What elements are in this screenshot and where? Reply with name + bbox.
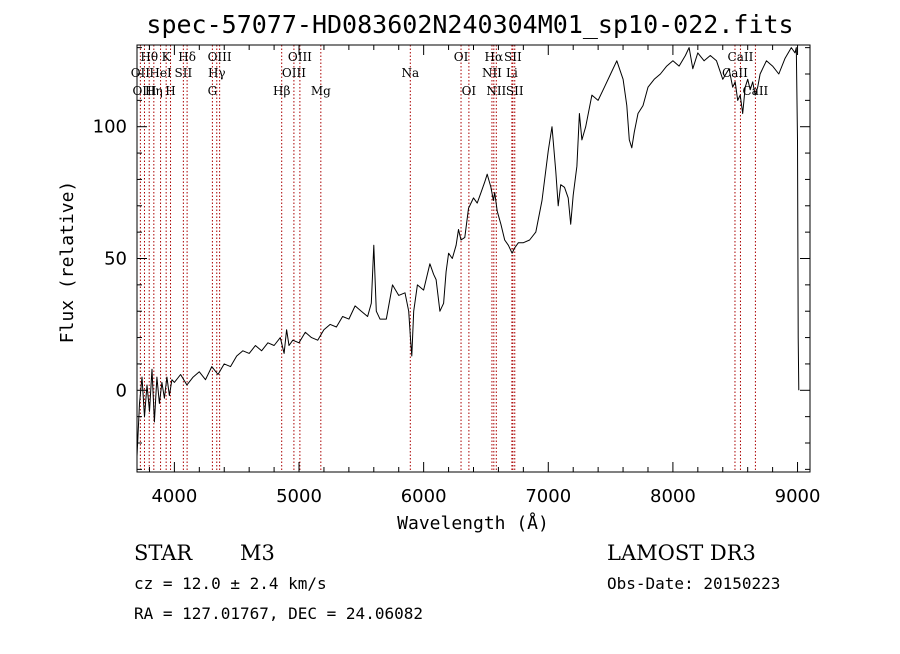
line-marker-label: Hη [145,84,163,98]
line-markers [139,45,756,472]
line-marker-label: OI [462,84,477,98]
line-marker-label: K [162,50,172,64]
x-tick-label: 6000 [401,486,447,507]
sky-coordinates: RA = 127.01767, DEC = 24.06082 [134,604,423,623]
line-marker-label: OIII [282,66,306,80]
y-tick-label: 50 [104,249,127,270]
line-marker-label: Hδ [178,50,196,64]
x-tick-label: 5000 [276,486,322,507]
line-marker-label: Hγ [208,66,226,80]
line-marker-label: HeI [149,66,172,80]
line-marker-label: H [165,84,175,98]
line-marker-label: G [208,84,218,98]
plot-title: spec-57077-HD083602N240304M01_sp10-022.f… [146,10,793,39]
redshift-value: cz = 12.0 ± 2.4 km/s [134,574,327,593]
object-subclass: M3 [240,541,275,565]
line-marker-label: OIII [132,84,156,98]
line-marker-label: Hθ [140,50,158,64]
line-marker-label: OI [454,50,469,64]
line-marker-label: Hβ [273,84,290,98]
line-marker-label: NII [482,66,502,80]
line-marker-label: OII [131,66,151,80]
x-axis-label: Wavelength (Å) [397,512,549,534]
line-marker-label: Li [506,66,518,80]
x-tick-label: 4000 [151,486,197,507]
line-marker-label: OIII [288,50,312,64]
line-marker-label: SII [504,50,522,64]
line-marker-label: SII [506,84,524,98]
x-tick-label: 9000 [775,486,821,507]
y-tick-label: 0 [116,380,127,401]
line-marker-label: CaII [728,50,754,64]
line-marker-label: Na [401,66,419,80]
y-tick-label: 100 [93,117,127,138]
line-marker-label: Hα [485,50,504,64]
object-class: STAR [134,541,193,565]
survey-name: LAMOST DR3 [607,541,756,565]
line-marker-label: Mg [311,84,331,98]
y-axis-label: Flux (relative) [57,181,78,344]
line-marker-label: CaII [742,84,768,98]
x-tick-label: 8000 [650,486,696,507]
axis-ticks: 4000 5000 6000 7000 8000 9000 0 50 100 [93,45,821,507]
observation-date: Obs-Date: 20150223 [607,574,780,593]
flux-line [136,47,800,457]
plot-frame [136,44,811,473]
line-marker-label: OIII [208,50,232,64]
flux-series [136,47,800,457]
x-tick-label: 7000 [525,486,571,507]
line-marker-label: SII [175,66,193,80]
line-marker-label: NII [486,84,506,98]
